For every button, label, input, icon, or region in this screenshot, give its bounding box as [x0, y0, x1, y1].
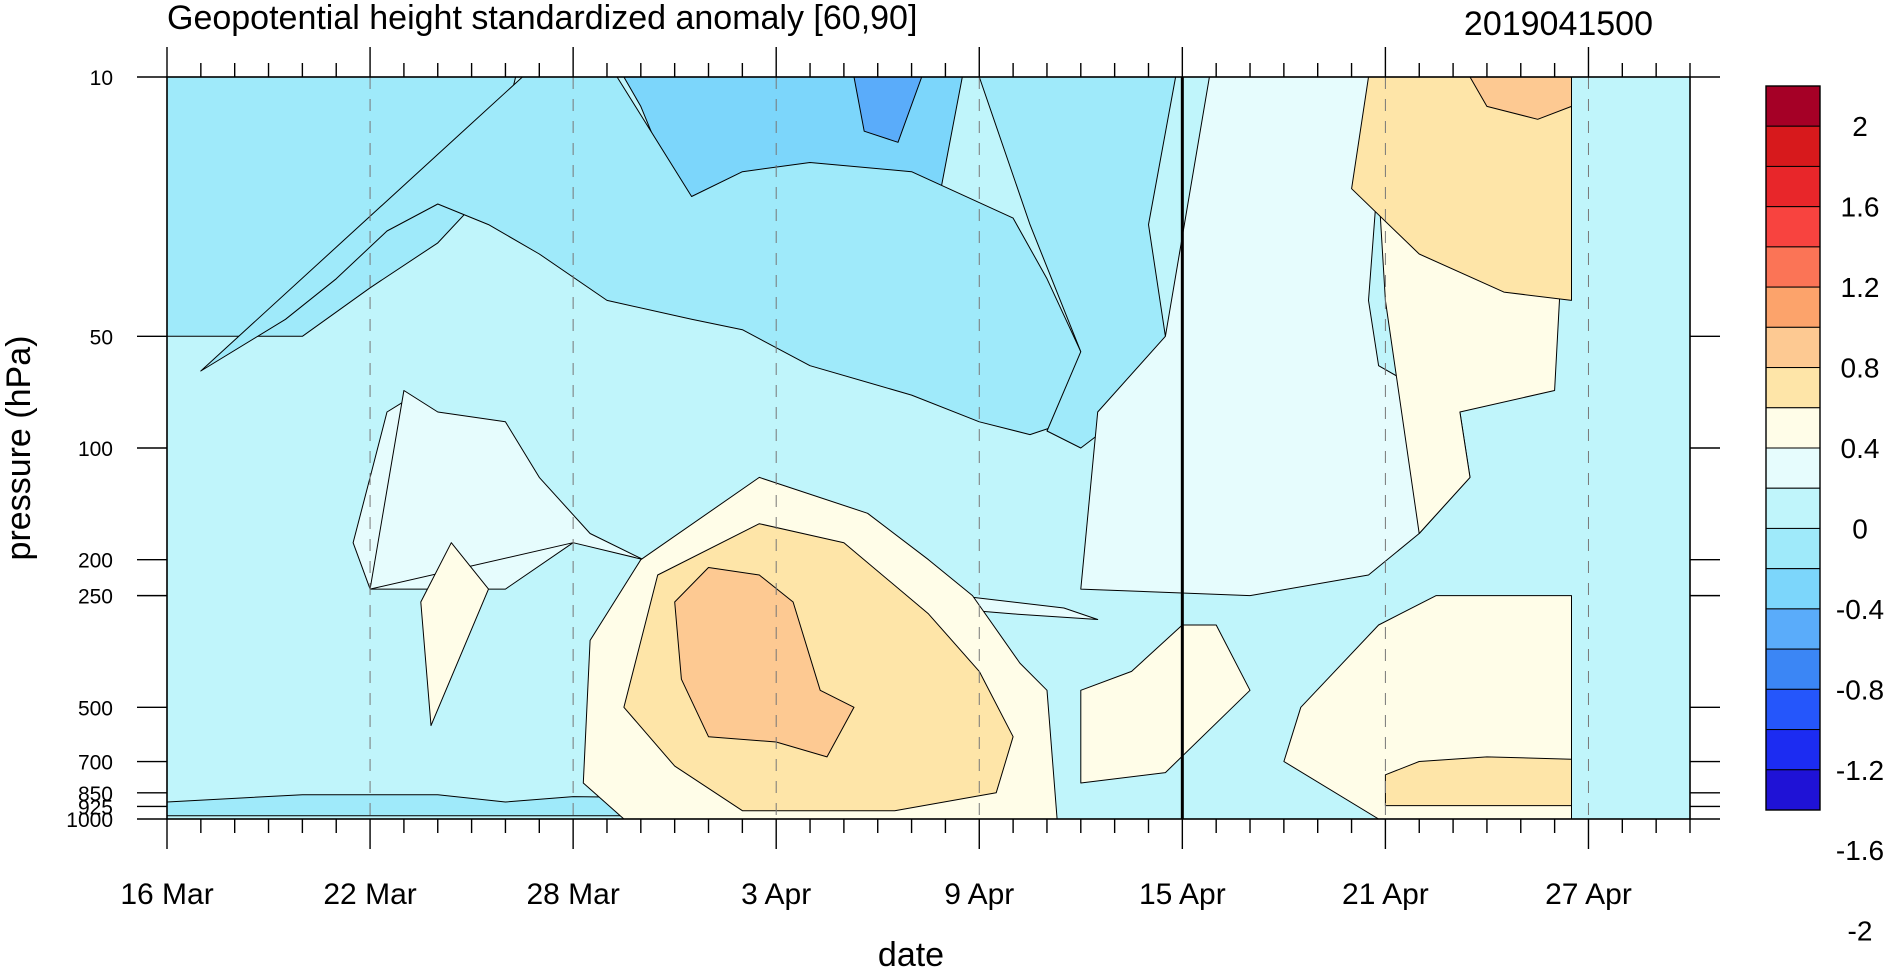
x-tick-label-1: 22 Mar [323, 878, 416, 911]
colorbar-segment-1 [1765, 125, 1821, 167]
y-tick-label-3: 200 [78, 550, 113, 573]
colorbar-segment-2 [1765, 165, 1821, 208]
y-tick-label-5: 500 [78, 697, 113, 720]
axis-ticks [137, 47, 1720, 849]
colorbar-segment-8 [1765, 407, 1821, 449]
colorbar-segment-15 [1765, 688, 1821, 731]
chart-subtitle: 2019041500 [1464, 5, 1653, 43]
contour-14 [1080, 624, 1251, 784]
colorbar-label-7: -0.8 [1836, 674, 1884, 705]
x-tick-label-0: 16 Mar [120, 878, 213, 911]
contour-fills [167, 77, 1572, 819]
x-tick-label-3: 3 Apr [741, 878, 811, 911]
y-tick-label-8: 925 [78, 796, 113, 819]
colorbar [1765, 85, 1821, 811]
colorbar-segment-4 [1765, 246, 1821, 288]
y-tick-label-2: 100 [78, 438, 113, 461]
colorbar-label-5: 0 [1852, 513, 1868, 544]
contour-21 [1469, 77, 1572, 120]
plot-area [137, 47, 1720, 849]
colorbar-label-6: -0.4 [1836, 594, 1884, 625]
contour-12 [420, 542, 489, 727]
colorbar-segment-12 [1765, 568, 1821, 610]
colorbar-segment-3 [1765, 206, 1821, 248]
colorbar-label-2: 1.2 [1841, 272, 1880, 303]
colorbar-segment-6 [1765, 326, 1821, 369]
y-axis-label: pressure (hPa) [0, 336, 38, 561]
y-tick-label-9: 1000 [66, 809, 113, 832]
x-axis-label: date [878, 936, 944, 969]
x-tick-label-5: 15 Apr [1139, 878, 1226, 911]
colorbar-label-0: 2 [1852, 111, 1868, 142]
colorbar-frame [1765, 85, 1821, 811]
colorbar-label-8: -1.2 [1836, 755, 1884, 786]
colorbar-segment-7 [1765, 367, 1821, 409]
colorbar-labels: 2 1.6 1.2 0.8 0.4 0 -0.4 -0.8 -1.2 -1.6 -2 [1836, 111, 1884, 946]
y-tick-label-7: 850 [78, 783, 113, 806]
colorbar-label-4: 0.4 [1841, 433, 1880, 464]
x-tick-label-6: 21 Apr [1342, 878, 1429, 911]
x-tick-labels: 16 Mar 22 Mar 28 Mar 3 Apr 9 Apr 15 Apr 21 Apr… [120, 878, 1632, 911]
contour-20 [674, 567, 855, 758]
colorbar-label-1: 1.6 [1841, 192, 1880, 223]
x-tick-label-7: 27 Apr [1545, 878, 1632, 911]
colorbar-segment-5 [1765, 286, 1821, 328]
colorbar-segment-10 [1765, 487, 1821, 529]
y-tick-label-0: 10 [90, 67, 113, 90]
colorbar-segment-0 [1765, 85, 1821, 127]
colorbar-segment-16 [1765, 729, 1821, 771]
colorbar-segment-17 [1765, 769, 1821, 811]
colorbar-label-9: -1.6 [1836, 835, 1884, 866]
contour-6 [200, 77, 1099, 436]
x-tick-label-4: 9 Apr [944, 878, 1014, 911]
colorbar-segment-14 [1765, 648, 1821, 690]
contour-19 [1384, 756, 1572, 807]
colorbar-label-3: 0.8 [1841, 353, 1880, 384]
contour-18 [1351, 77, 1572, 301]
y-tick-label-4: 250 [78, 586, 113, 609]
colorbar-label-10: -2 [1848, 916, 1873, 947]
colorbar-segment-11 [1765, 527, 1821, 570]
x-tick-label-2: 28 Mar [526, 878, 619, 911]
y-tick-label-6: 700 [78, 752, 113, 775]
y-tick-label-1: 50 [90, 326, 113, 349]
colorbar-segment-13 [1765, 608, 1821, 650]
colorbar-segment-9 [1765, 447, 1821, 489]
contour-4 [853, 77, 923, 143]
chart-title: Geopotential height standardized anomaly… [167, 0, 917, 37]
